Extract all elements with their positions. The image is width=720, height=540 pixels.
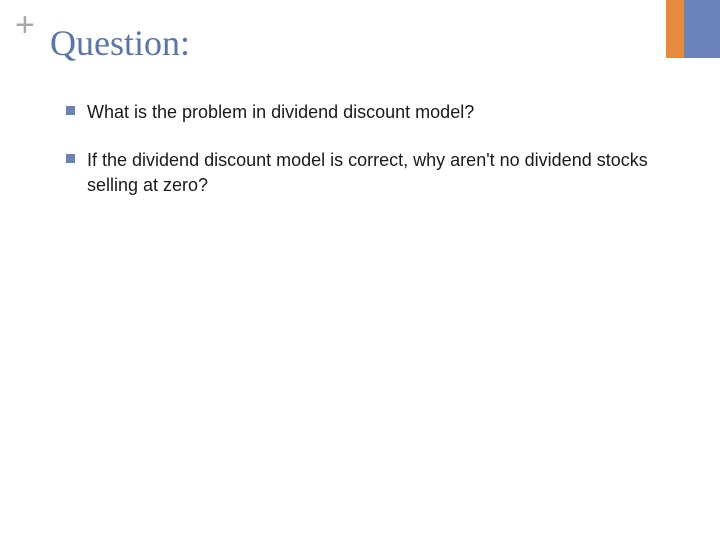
top-bar-orange-stripe: [666, 0, 684, 58]
slide-title: Question:: [50, 22, 190, 64]
plus-icon: +: [15, 8, 35, 42]
bullet-item: If the dividend discount model is correc…: [66, 148, 680, 197]
bullet-text: If the dividend discount model is correc…: [87, 148, 680, 197]
bullet-marker-icon: [66, 154, 75, 163]
bullet-item: What is the problem in dividend discount…: [66, 100, 680, 124]
top-bar-blue-stripe: [684, 0, 720, 58]
content-area: What is the problem in dividend discount…: [66, 100, 680, 221]
bullet-text: What is the problem in dividend discount…: [87, 100, 474, 124]
bullet-marker-icon: [66, 106, 75, 115]
